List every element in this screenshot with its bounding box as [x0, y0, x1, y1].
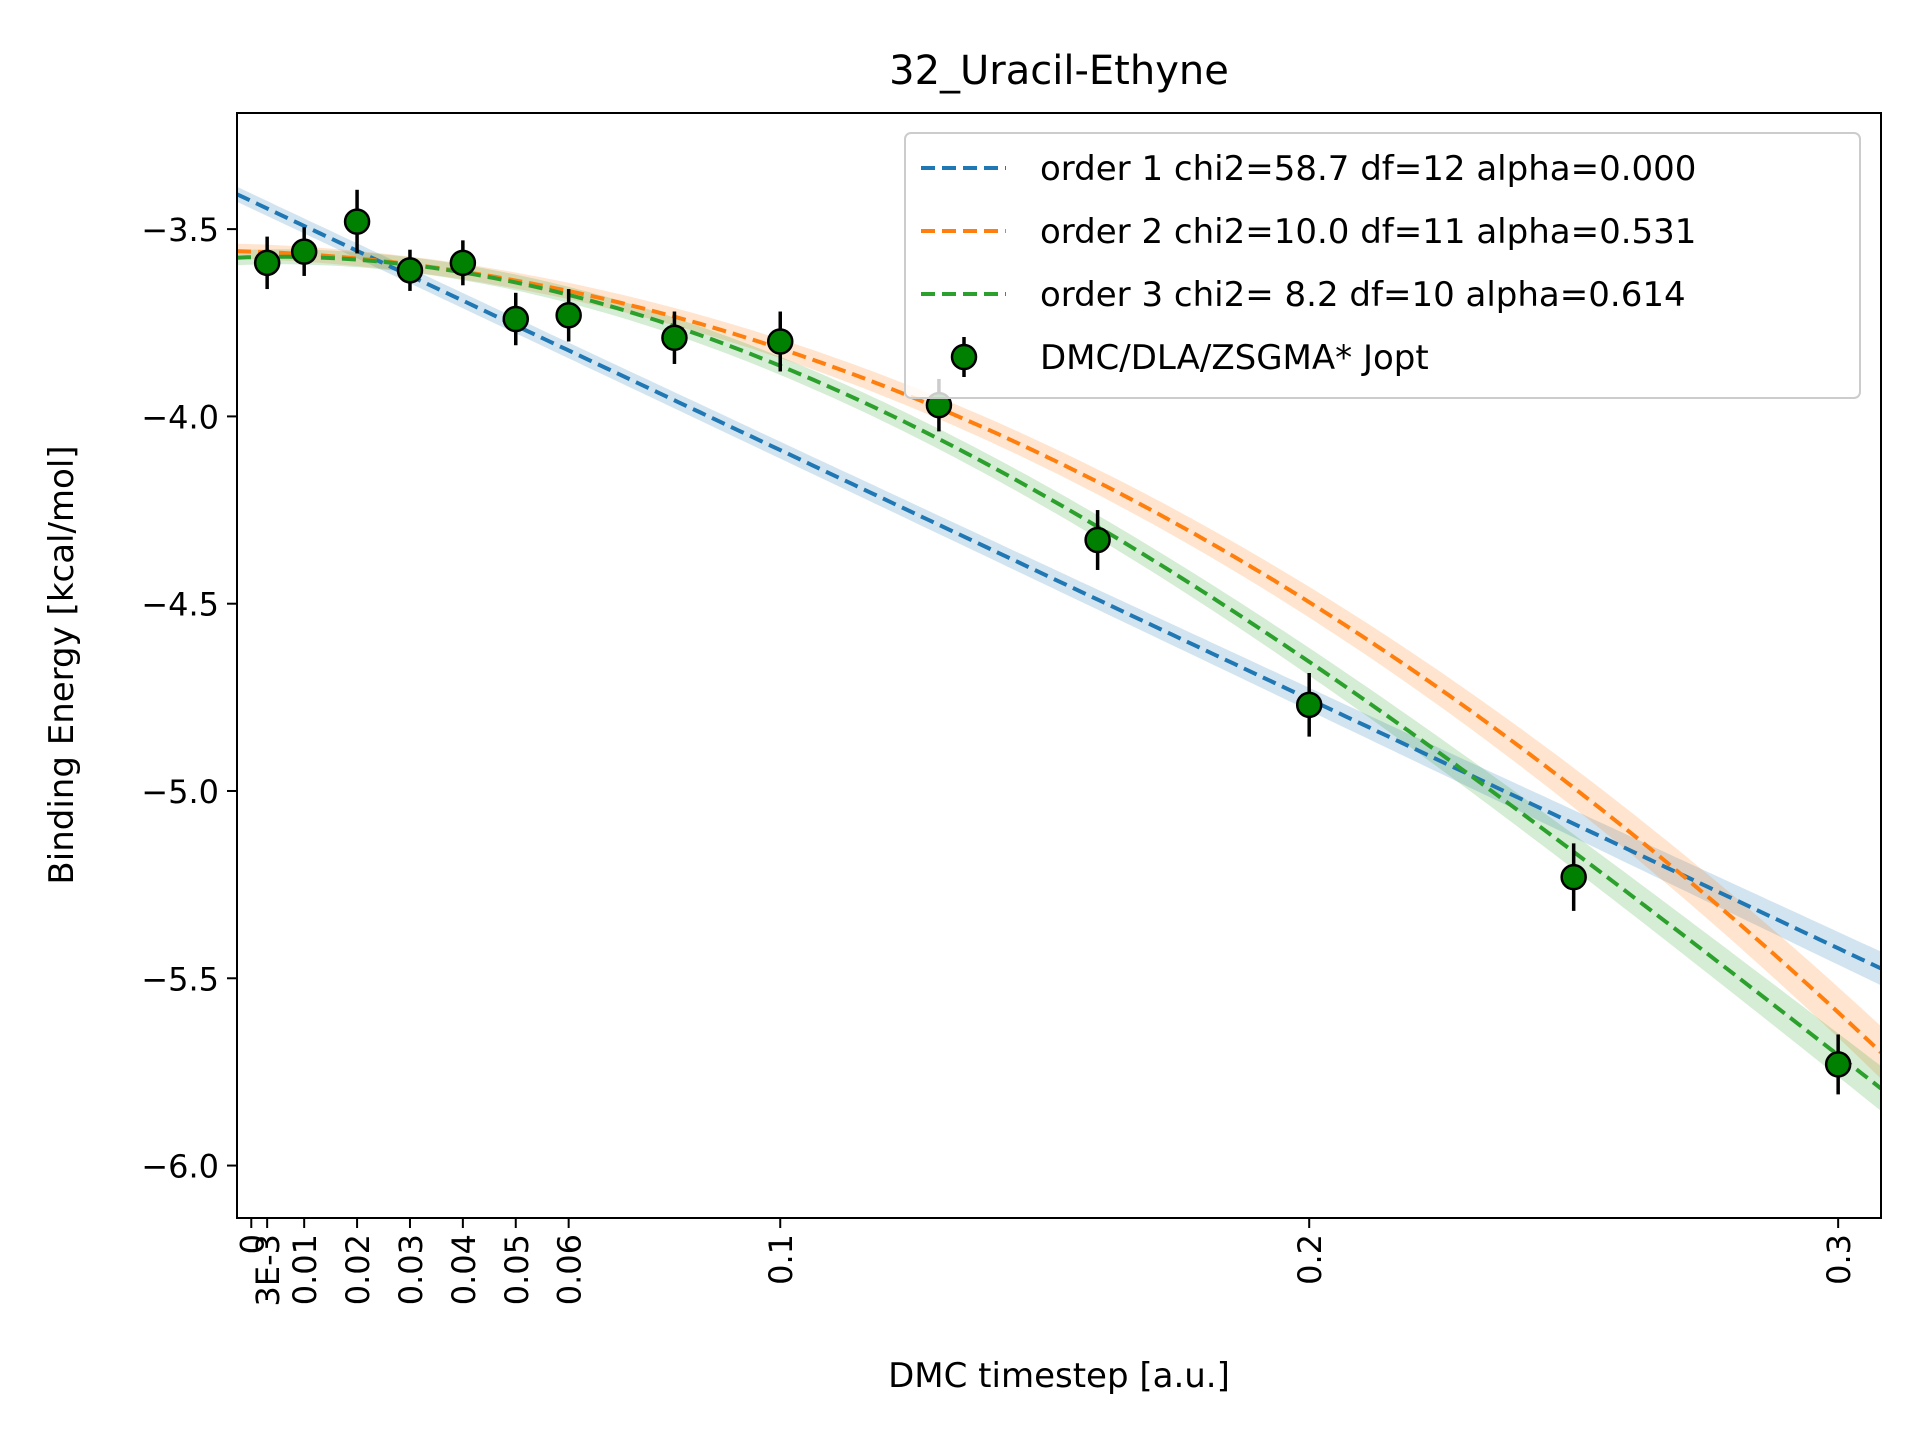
- data-point: [661, 311, 688, 364]
- y-axis-label: Binding Energy [kcal/mol]: [42, 445, 82, 884]
- point-marker: [1084, 526, 1111, 554]
- x-tick-label: 0.01: [286, 1234, 324, 1305]
- data-point: [1295, 672, 1323, 737]
- point-marker: [253, 249, 281, 277]
- data-point: [290, 227, 318, 276]
- point-marker: [1560, 863, 1587, 891]
- y-tick-label: −4.0: [141, 398, 219, 436]
- data-point: [555, 289, 582, 342]
- legend-swatch-marker: [950, 343, 978, 371]
- point-marker: [555, 302, 582, 329]
- legend-label: order 3 chi2= 8.2 df=10 alpha=0.614: [1040, 275, 1686, 315]
- point-marker: [766, 328, 794, 355]
- legend-label: order 1 chi2=58.7 df=12 alpha=0.000: [1040, 149, 1696, 189]
- legend-label: DMC/DLA/ZSGMA* Jopt: [1040, 338, 1429, 378]
- y-axis: −3.5 −4.0 −4.5 −5.0 −5.5 −6.0: [141, 211, 237, 1186]
- data-point: [766, 311, 794, 372]
- axes-frame: [236, 112, 1882, 1219]
- y-tick-label: −4.5: [141, 586, 219, 624]
- x-tick-label: 3E-3: [249, 1234, 287, 1306]
- x-tick-label: 0.1: [762, 1234, 800, 1285]
- data-point: [396, 249, 424, 291]
- legend-frame: [904, 132, 1861, 399]
- point-marker: [1824, 1051, 1852, 1078]
- point-marker: [1295, 691, 1323, 719]
- data-point: [253, 236, 281, 290]
- y-tick-label: −5.0: [141, 773, 219, 811]
- x-tick-label: 0.2: [1291, 1234, 1329, 1285]
- x-tick-label: 0.03: [392, 1234, 430, 1305]
- point-marker: [396, 257, 424, 284]
- fit-line-order-3: [237, 254, 1881, 1091]
- point-marker: [290, 238, 318, 265]
- y-tick-label: −3.5: [141, 211, 219, 249]
- point-marker: [449, 249, 477, 277]
- data-point: [1824, 1034, 1852, 1095]
- y-tick-label: −6.0: [141, 1148, 219, 1186]
- data-point: [449, 240, 477, 286]
- plot-area: [236, 112, 1882, 1219]
- y-tick-label: −5.5: [141, 960, 219, 998]
- x-tick-label: 0.05: [498, 1234, 536, 1305]
- point-marker: [343, 208, 371, 235]
- x-tick-label: 0: [233, 1234, 271, 1254]
- data-point: [502, 292, 530, 346]
- x-axis: 03E-3 0.01 0.02 0.03 0.04 0.05 0.06 0.1 0.2 0.3: [233, 1218, 1858, 1306]
- data-point: [343, 189, 371, 254]
- x-axis-label: DMC timestep [a.u.]: [888, 1356, 1230, 1396]
- x-tick-label: 0.02: [339, 1234, 377, 1305]
- x-tick-label: 0.04: [445, 1234, 483, 1305]
- data-point: [1084, 510, 1111, 570]
- data-points: [253, 189, 1852, 1095]
- chart-title: 32_Uracil-Ethyne: [889, 48, 1229, 94]
- point-marker: [661, 324, 688, 351]
- legend-label: order 2 chi2=10.0 df=11 alpha=0.531: [1040, 212, 1696, 252]
- data-point: [1560, 843, 1587, 911]
- x-tick-label: 0.3: [1820, 1234, 1858, 1285]
- legend: order 1 chi2=58.7 df=12 alpha=0.000 order…: [904, 132, 1861, 399]
- x-tick-label: 0.06: [551, 1234, 589, 1305]
- point-marker: [502, 305, 530, 333]
